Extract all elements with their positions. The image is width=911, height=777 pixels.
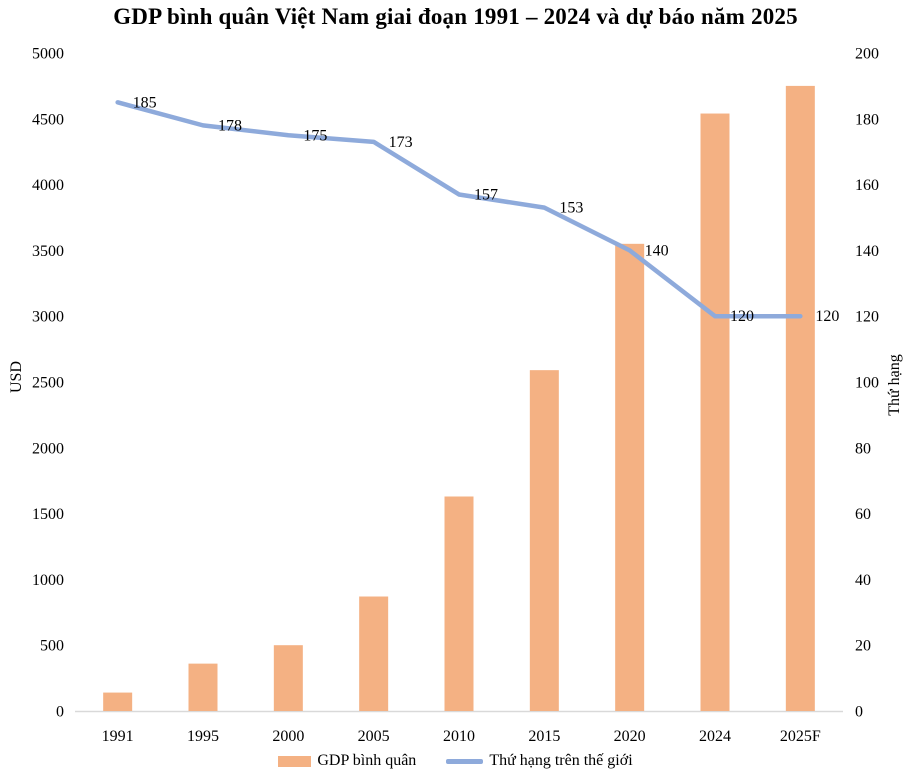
right-axis-tick-label: 0: [855, 704, 863, 721]
line-swatch-icon: [446, 758, 484, 764]
x-axis-label: 2015: [528, 728, 560, 745]
right-axis-tick-label: 120: [855, 309, 879, 326]
right-axis-tick-label: 140: [855, 243, 879, 260]
gdp-bar: [700, 113, 730, 711]
rank-data-label: 173: [389, 134, 413, 151]
right-axis-tick-label: 200: [855, 46, 879, 63]
gdp-bar: [359, 596, 389, 711]
left-axis-tick-label: 1500: [32, 506, 64, 523]
left-axis-tick-label: 4500: [32, 111, 64, 128]
gdp-bar: [103, 692, 133, 711]
chart-title: GDP bình quân Việt Nam giai đoạn 1991 – …: [113, 4, 798, 29]
rank-data-label: 140: [645, 242, 669, 259]
left-axis-tick-label: 3500: [32, 243, 64, 260]
left-axis-tick-label: 2000: [32, 440, 64, 457]
gdp-bar: [529, 370, 559, 711]
right-axis-title: Thứ hạng: [886, 354, 903, 416]
x-axis-label: 2005: [358, 728, 390, 745]
left-axis-tick-label: 500: [40, 638, 64, 655]
legend-item-gdp: GDP bình quân: [278, 752, 416, 770]
rank-data-label: 175: [303, 127, 327, 144]
legend-label-rank: Thứ hạng trên thế giới: [489, 752, 633, 769]
right-axis-tick-label: 40: [855, 572, 871, 589]
right-axis-tick-label: 160: [855, 177, 879, 194]
rank-data-label: 178: [218, 117, 242, 134]
left-axis-tick-label: 2500: [32, 375, 64, 392]
rank-data-label: 185: [133, 94, 157, 111]
x-axis-label: 2020: [614, 728, 646, 745]
left-axis-tick-label: 3000: [32, 309, 64, 326]
left-axis-tick-label: 0: [56, 704, 64, 721]
right-axis-tick-label: 80: [855, 440, 871, 457]
left-axis-tick-label: 1000: [32, 572, 64, 589]
x-axis-label: 2025F: [780, 728, 821, 745]
gdp-bar: [615, 243, 645, 711]
right-axis-tick-label: 180: [855, 111, 879, 128]
gdp-bar: [444, 496, 474, 711]
x-axis-label: 1995: [187, 728, 219, 745]
legend-label-gdp: GDP bình quân: [317, 752, 417, 769]
right-axis-tick-label: 60: [855, 506, 871, 523]
right-axis-tick-label: 20: [855, 638, 871, 655]
right-axis-tick-label: 100: [855, 375, 879, 392]
x-axis-label: 2010: [443, 728, 475, 745]
gdp-bar: [785, 85, 815, 711]
legend: GDP bình quân Thứ hạng trên thế giới: [0, 749, 911, 773]
gdp-bar: [188, 663, 218, 711]
bar-swatch-icon: [278, 755, 312, 767]
rank-line: [115, 100, 803, 319]
x-axis-label: 2000: [272, 728, 304, 745]
rank-data-label: 120: [730, 308, 754, 325]
rank-data-label: 120: [815, 308, 839, 325]
rank-data-label: 153: [559, 200, 583, 217]
legend-item-rank: Thứ hạng trên thế giới: [446, 752, 633, 770]
x-axis-label: 1991: [102, 728, 134, 745]
left-axis-tick-label: 4000: [32, 177, 64, 194]
left-axis-tick-label: 5000: [32, 46, 64, 63]
x-axis-label: 2024: [699, 728, 731, 745]
left-axis-title: USD: [8, 360, 25, 394]
rank-data-label: 157: [474, 186, 498, 203]
gdp-bar: [273, 645, 303, 711]
